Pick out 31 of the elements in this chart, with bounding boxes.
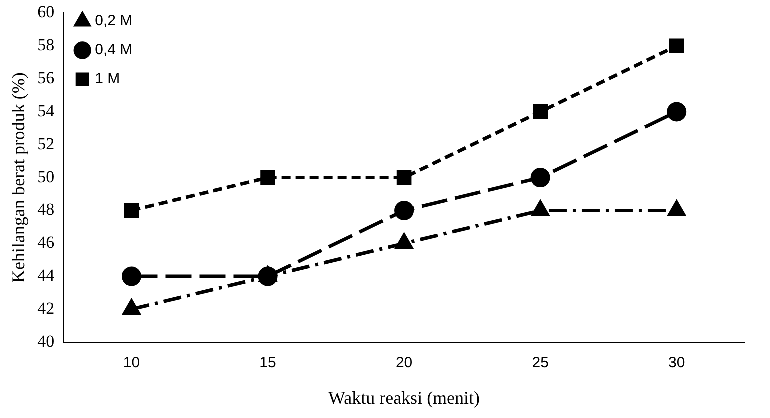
point [124, 203, 140, 218]
point [533, 104, 548, 120]
point [396, 170, 412, 186]
x-tick-label: 15 [260, 354, 276, 372]
y-tick-label: 46 [38, 233, 55, 252]
legend-label: 0,2 M [95, 12, 133, 30]
y-tick-label: 50 [38, 167, 55, 186]
y-tick-label: 52 [38, 134, 55, 154]
legend-label: 0,4 M [95, 42, 133, 59]
legend-label: 1 M [95, 70, 120, 88]
y-axis-title: Kehilangan berat produk (%) [8, 72, 29, 284]
point [530, 168, 550, 188]
y-tick-label: 54 [38, 101, 56, 120]
point [669, 38, 684, 54]
y-tick-label: 48 [38, 200, 55, 220]
x-tick-label: 30 [668, 354, 686, 372]
x-tick-label: 10 [123, 354, 140, 372]
y-tick-label: 60 [38, 2, 55, 22]
y-tick-label: 58 [38, 36, 55, 55]
x-tick-label: 25 [532, 354, 549, 372]
y-tick-label: 40 [38, 332, 55, 351]
x-tick-label: 20 [396, 354, 413, 372]
point [394, 200, 414, 220]
point [667, 102, 687, 122]
y-tick-label: 42 [38, 298, 55, 318]
x-axis-title: Waktu reaksi (menit) [328, 388, 480, 408]
point [122, 266, 142, 286]
y-tick-label: 56 [38, 68, 55, 88]
point [260, 170, 276, 186]
y-tick-label: 44 [38, 266, 56, 286]
point [123, 300, 140, 316]
